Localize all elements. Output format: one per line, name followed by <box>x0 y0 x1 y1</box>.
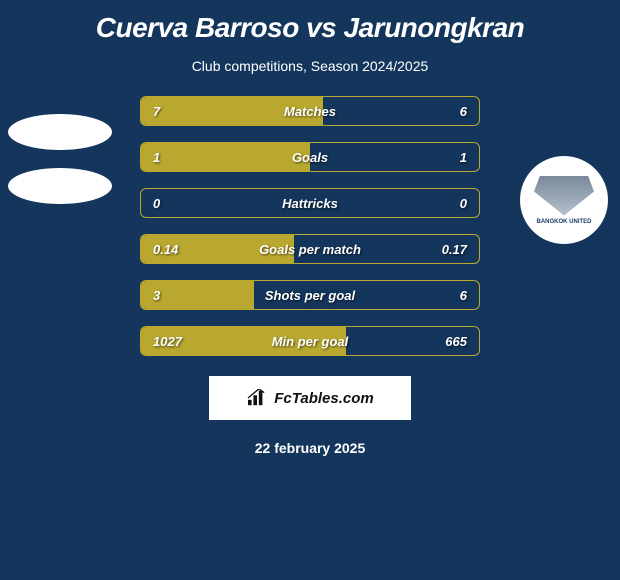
team-right-name: BANGKOK UNITED <box>537 219 592 225</box>
stat-label: Min per goal <box>141 334 479 349</box>
team-right-logo: BANGKOK UNITED <box>520 156 608 244</box>
subtitle: Club competitions, Season 2024/2025 <box>0 58 620 74</box>
stat-label: Goals <box>141 150 479 165</box>
stat-row: 0Hattricks0 <box>140 188 480 218</box>
stat-row: 0.14Goals per match0.17 <box>140 234 480 264</box>
stat-left-value: 0.14 <box>153 242 178 257</box>
stat-content: 7Matches6 <box>141 97 479 125</box>
stat-right-value: 0.17 <box>442 242 467 257</box>
stat-right-value: 6 <box>460 104 467 119</box>
stat-left-value: 1027 <box>153 334 182 349</box>
stat-right-value: 665 <box>445 334 467 349</box>
stat-right-value: 0 <box>460 196 467 211</box>
stat-content: 0.14Goals per match0.17 <box>141 235 479 263</box>
stat-left-value: 3 <box>153 288 160 303</box>
team-right-crest <box>534 176 594 216</box>
page-title: Cuerva Barroso vs Jarunongkran <box>0 0 620 44</box>
stat-content: 1027Min per goal665 <box>141 327 479 355</box>
stat-label: Matches <box>141 104 479 119</box>
stat-left-value: 0 <box>153 196 160 211</box>
team-left-logo <box>8 114 112 204</box>
stats-area: BANGKOK UNITED 7Matches61Goals10Hattrick… <box>0 96 620 356</box>
stat-content: 3Shots per goal6 <box>141 281 479 309</box>
stat-label: Shots per goal <box>141 288 479 303</box>
stat-row: 3Shots per goal6 <box>140 280 480 310</box>
stat-content: 1Goals1 <box>141 143 479 171</box>
stat-row: 7Matches6 <box>140 96 480 126</box>
stat-right-value: 6 <box>460 288 467 303</box>
stat-row: 1027Min per goal665 <box>140 326 480 356</box>
stat-left-value: 7 <box>153 104 160 119</box>
brand-text: FcTables.com <box>274 390 373 407</box>
ellipse-decoration <box>8 168 112 204</box>
stat-label: Goals per match <box>141 242 479 257</box>
stat-left-value: 1 <box>153 150 160 165</box>
stat-content: 0Hattricks0 <box>141 189 479 217</box>
date: 22 february 2025 <box>0 440 620 456</box>
stat-label: Hattricks <box>141 196 479 211</box>
ellipse-decoration <box>8 114 112 150</box>
stat-right-value: 1 <box>460 150 467 165</box>
stat-rows: 7Matches61Goals10Hattricks00.14Goals per… <box>140 96 480 356</box>
chart-icon <box>246 389 268 407</box>
brand-box: FcTables.com <box>209 376 411 420</box>
stat-row: 1Goals1 <box>140 142 480 172</box>
